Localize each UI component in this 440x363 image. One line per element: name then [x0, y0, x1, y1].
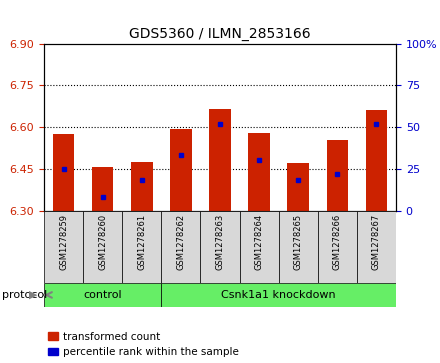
Bar [279, 211, 318, 283]
Bar [83, 211, 122, 283]
Text: GSM1278261: GSM1278261 [137, 214, 146, 270]
Bar [161, 283, 396, 307]
Text: protocol: protocol [2, 290, 48, 300]
Bar [122, 211, 161, 283]
Bar [366, 110, 387, 211]
Text: GSM1278259: GSM1278259 [59, 214, 68, 270]
Text: GSM1278264: GSM1278264 [255, 214, 264, 270]
Bar [239, 211, 279, 283]
Title: GDS5360 / ILMN_2853166: GDS5360 / ILMN_2853166 [129, 27, 311, 41]
Bar [44, 283, 161, 307]
Bar [326, 140, 348, 211]
Text: Csnk1a1 knockdown: Csnk1a1 knockdown [221, 290, 336, 300]
Bar [209, 109, 231, 211]
Text: GSM1278267: GSM1278267 [372, 214, 381, 270]
Text: GSM1278262: GSM1278262 [176, 214, 185, 270]
Bar [131, 162, 153, 211]
Legend: transformed count, percentile rank within the sample: transformed count, percentile rank withi… [48, 332, 239, 357]
Bar [248, 132, 270, 211]
Bar [201, 211, 239, 283]
Text: ▶: ▶ [29, 290, 37, 300]
Bar [287, 163, 309, 211]
Text: GSM1278266: GSM1278266 [333, 214, 342, 270]
Bar [357, 211, 396, 283]
Text: GSM1278263: GSM1278263 [216, 214, 224, 270]
Bar [53, 134, 74, 211]
Text: control: control [83, 290, 122, 300]
Bar [44, 211, 83, 283]
Bar [92, 167, 114, 211]
Text: GSM1278260: GSM1278260 [98, 214, 107, 270]
Bar [170, 129, 192, 211]
Bar [161, 211, 201, 283]
Text: GSM1278265: GSM1278265 [294, 214, 303, 270]
Bar [318, 211, 357, 283]
